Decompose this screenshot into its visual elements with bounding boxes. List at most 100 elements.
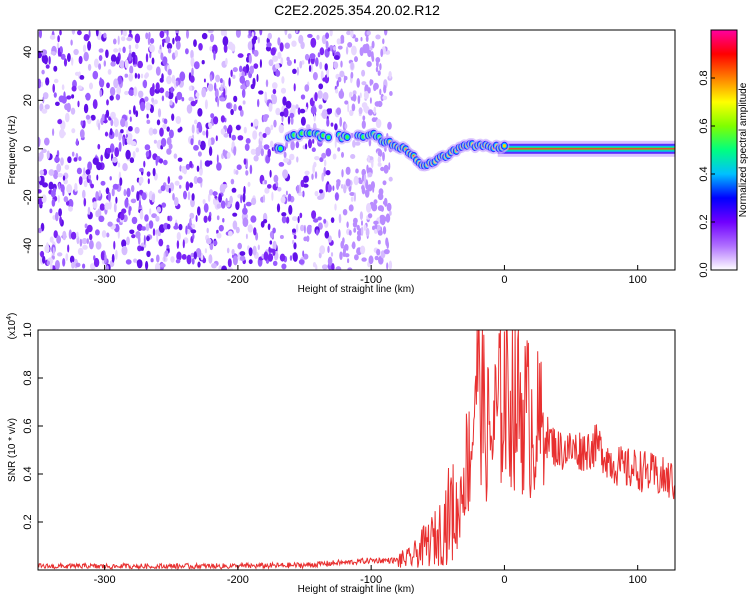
heatmap-noise-cell xyxy=(345,178,351,187)
heatmap-noise-cell xyxy=(385,237,389,247)
heatmap-noise-cell xyxy=(293,234,297,240)
heatmap-noise-cell xyxy=(82,244,88,250)
heatmap-noise-cell xyxy=(269,140,274,148)
heatmap-noise-cell xyxy=(257,244,260,251)
heatmap-noise-cell xyxy=(266,42,272,48)
heatmap-noise-cell xyxy=(357,230,361,236)
heatmap-noise-cell xyxy=(318,83,324,90)
spectrogram-x-tick-label: 100 xyxy=(629,274,647,286)
heatmap-noise-cell xyxy=(141,226,147,231)
heatmap-noise-cell xyxy=(287,193,292,202)
heatmap-noise-cell xyxy=(199,166,203,176)
heatmap-noise-cell xyxy=(317,52,321,58)
heatmap-noise-cell xyxy=(245,201,252,207)
heatmap-noise-cell xyxy=(344,253,350,258)
heatmap-noise-cell xyxy=(388,260,393,270)
heatmap-noise-cell xyxy=(150,258,154,263)
heatmap-noise-cell xyxy=(185,181,190,192)
heatmap-noise-cell xyxy=(114,147,120,158)
heatmap-noise-cell xyxy=(191,124,195,134)
heatmap-noise-cell xyxy=(191,223,196,229)
heatmap-noise-cell xyxy=(253,49,259,57)
heatmap-noise-cell xyxy=(219,97,226,102)
heatmap-noise-cell xyxy=(339,251,343,260)
heatmap-noise-cell xyxy=(133,86,138,97)
heatmap-noise-cell xyxy=(87,63,92,71)
snr-y-tick-label: 0.2 xyxy=(22,514,34,529)
heatmap-noise-cell xyxy=(140,101,146,112)
heatmap-noise-cell xyxy=(39,169,44,176)
heatmap-noise-cell xyxy=(377,155,382,164)
heatmap-noise-cell xyxy=(349,192,355,196)
heatmap-noise-cell xyxy=(71,261,75,269)
heatmap-noise-cell xyxy=(166,244,170,249)
snr-y-multiplier-exponent: 4 xyxy=(6,316,13,320)
heatmap-noise-cell xyxy=(361,120,366,129)
heatmap-noise-cell xyxy=(101,230,107,238)
heatmap-noise-cell xyxy=(71,85,77,92)
heatmap-noise-cell xyxy=(208,122,213,129)
heatmap-noise-cell xyxy=(100,180,106,186)
heatmap-noise-cell xyxy=(38,78,42,89)
heatmap-noise-cell xyxy=(259,30,263,36)
spectrogram-y-axis-label: Frequency (Hz) xyxy=(7,116,18,185)
heatmap-noise-cell xyxy=(79,75,85,80)
heatmap-noise-cell xyxy=(100,251,105,261)
heatmap-noise-cell xyxy=(240,84,244,90)
heatmap-noise-cell xyxy=(83,51,89,62)
heatmap-noise-cell xyxy=(173,225,179,230)
heatmap-noise-cell xyxy=(142,79,148,89)
heatmap-noise-cell xyxy=(226,151,231,159)
heatmap-noise-cell xyxy=(105,49,109,58)
heatmap-noise-cell xyxy=(259,59,262,68)
heatmap-noise-cell xyxy=(329,108,333,114)
heatmap-noise-cell xyxy=(76,167,82,175)
heatmap-noise-cell xyxy=(382,180,387,186)
heatmap-noise-cell xyxy=(151,213,158,219)
heatmap-noise-cell xyxy=(52,128,55,136)
heatmap-noise-cell xyxy=(107,221,113,227)
heatmap-noise-cell xyxy=(223,30,227,38)
heatmap-noise-cell xyxy=(57,194,60,203)
heatmap-noise-cell xyxy=(351,103,356,112)
heatmap-noise-cell xyxy=(128,89,134,96)
heatmap-noise-cell xyxy=(176,240,180,249)
heatmap-noise-cell xyxy=(38,176,42,182)
heatmap-noise-cell xyxy=(156,206,162,213)
heatmap-noise-cell xyxy=(338,213,342,224)
heatmap-noise-cell xyxy=(95,191,99,201)
heatmap-noise-cell xyxy=(312,72,318,81)
heatmap-noise-cell xyxy=(41,108,48,114)
heatmap-noise-cell xyxy=(139,209,144,220)
heatmap-noise-cell xyxy=(105,109,110,118)
heatmap-noise-cell xyxy=(189,75,195,83)
heatmap-noise-cell xyxy=(327,47,331,52)
snr-x-axis: -300 -200 -100 0 100 xyxy=(94,565,647,586)
heatmap-noise-cell xyxy=(348,229,352,236)
heatmap-noise-cell xyxy=(311,147,316,152)
heatmap-noise-cell xyxy=(193,144,199,151)
heatmap-noise-cell xyxy=(190,57,195,67)
heatmap-noise-cell xyxy=(185,48,189,55)
heatmap-noise-cell xyxy=(283,107,289,118)
heatmap-noise-cell xyxy=(125,259,132,265)
heatmap-noise-cell xyxy=(195,248,202,258)
heatmap-noise-cell xyxy=(375,118,382,129)
heatmap-noise-cell xyxy=(283,157,289,163)
heatmap-noise-cell xyxy=(79,129,85,139)
spectrogram-y-tick-label: -20 xyxy=(22,189,34,205)
heatmap-noise-cell xyxy=(281,263,287,270)
heatmap-noise-cell xyxy=(107,192,111,202)
heatmap-noise-cell xyxy=(109,95,114,101)
heatmap-noise-cell xyxy=(115,56,120,65)
heatmap-noise-cell xyxy=(113,240,116,250)
snr-x-tick-label: -100 xyxy=(360,574,382,586)
heatmap-noise-cell xyxy=(166,126,170,132)
heatmap-noise-cell xyxy=(68,198,74,209)
heatmap-noise-cell xyxy=(305,143,308,150)
heatmap-noise-cell xyxy=(122,163,128,172)
heatmap-noise-cell xyxy=(42,96,45,104)
heatmap-noise-cell xyxy=(313,161,317,168)
heatmap-noise-cell xyxy=(271,94,274,100)
colorbar-tick-label: 0.8 xyxy=(698,70,710,85)
